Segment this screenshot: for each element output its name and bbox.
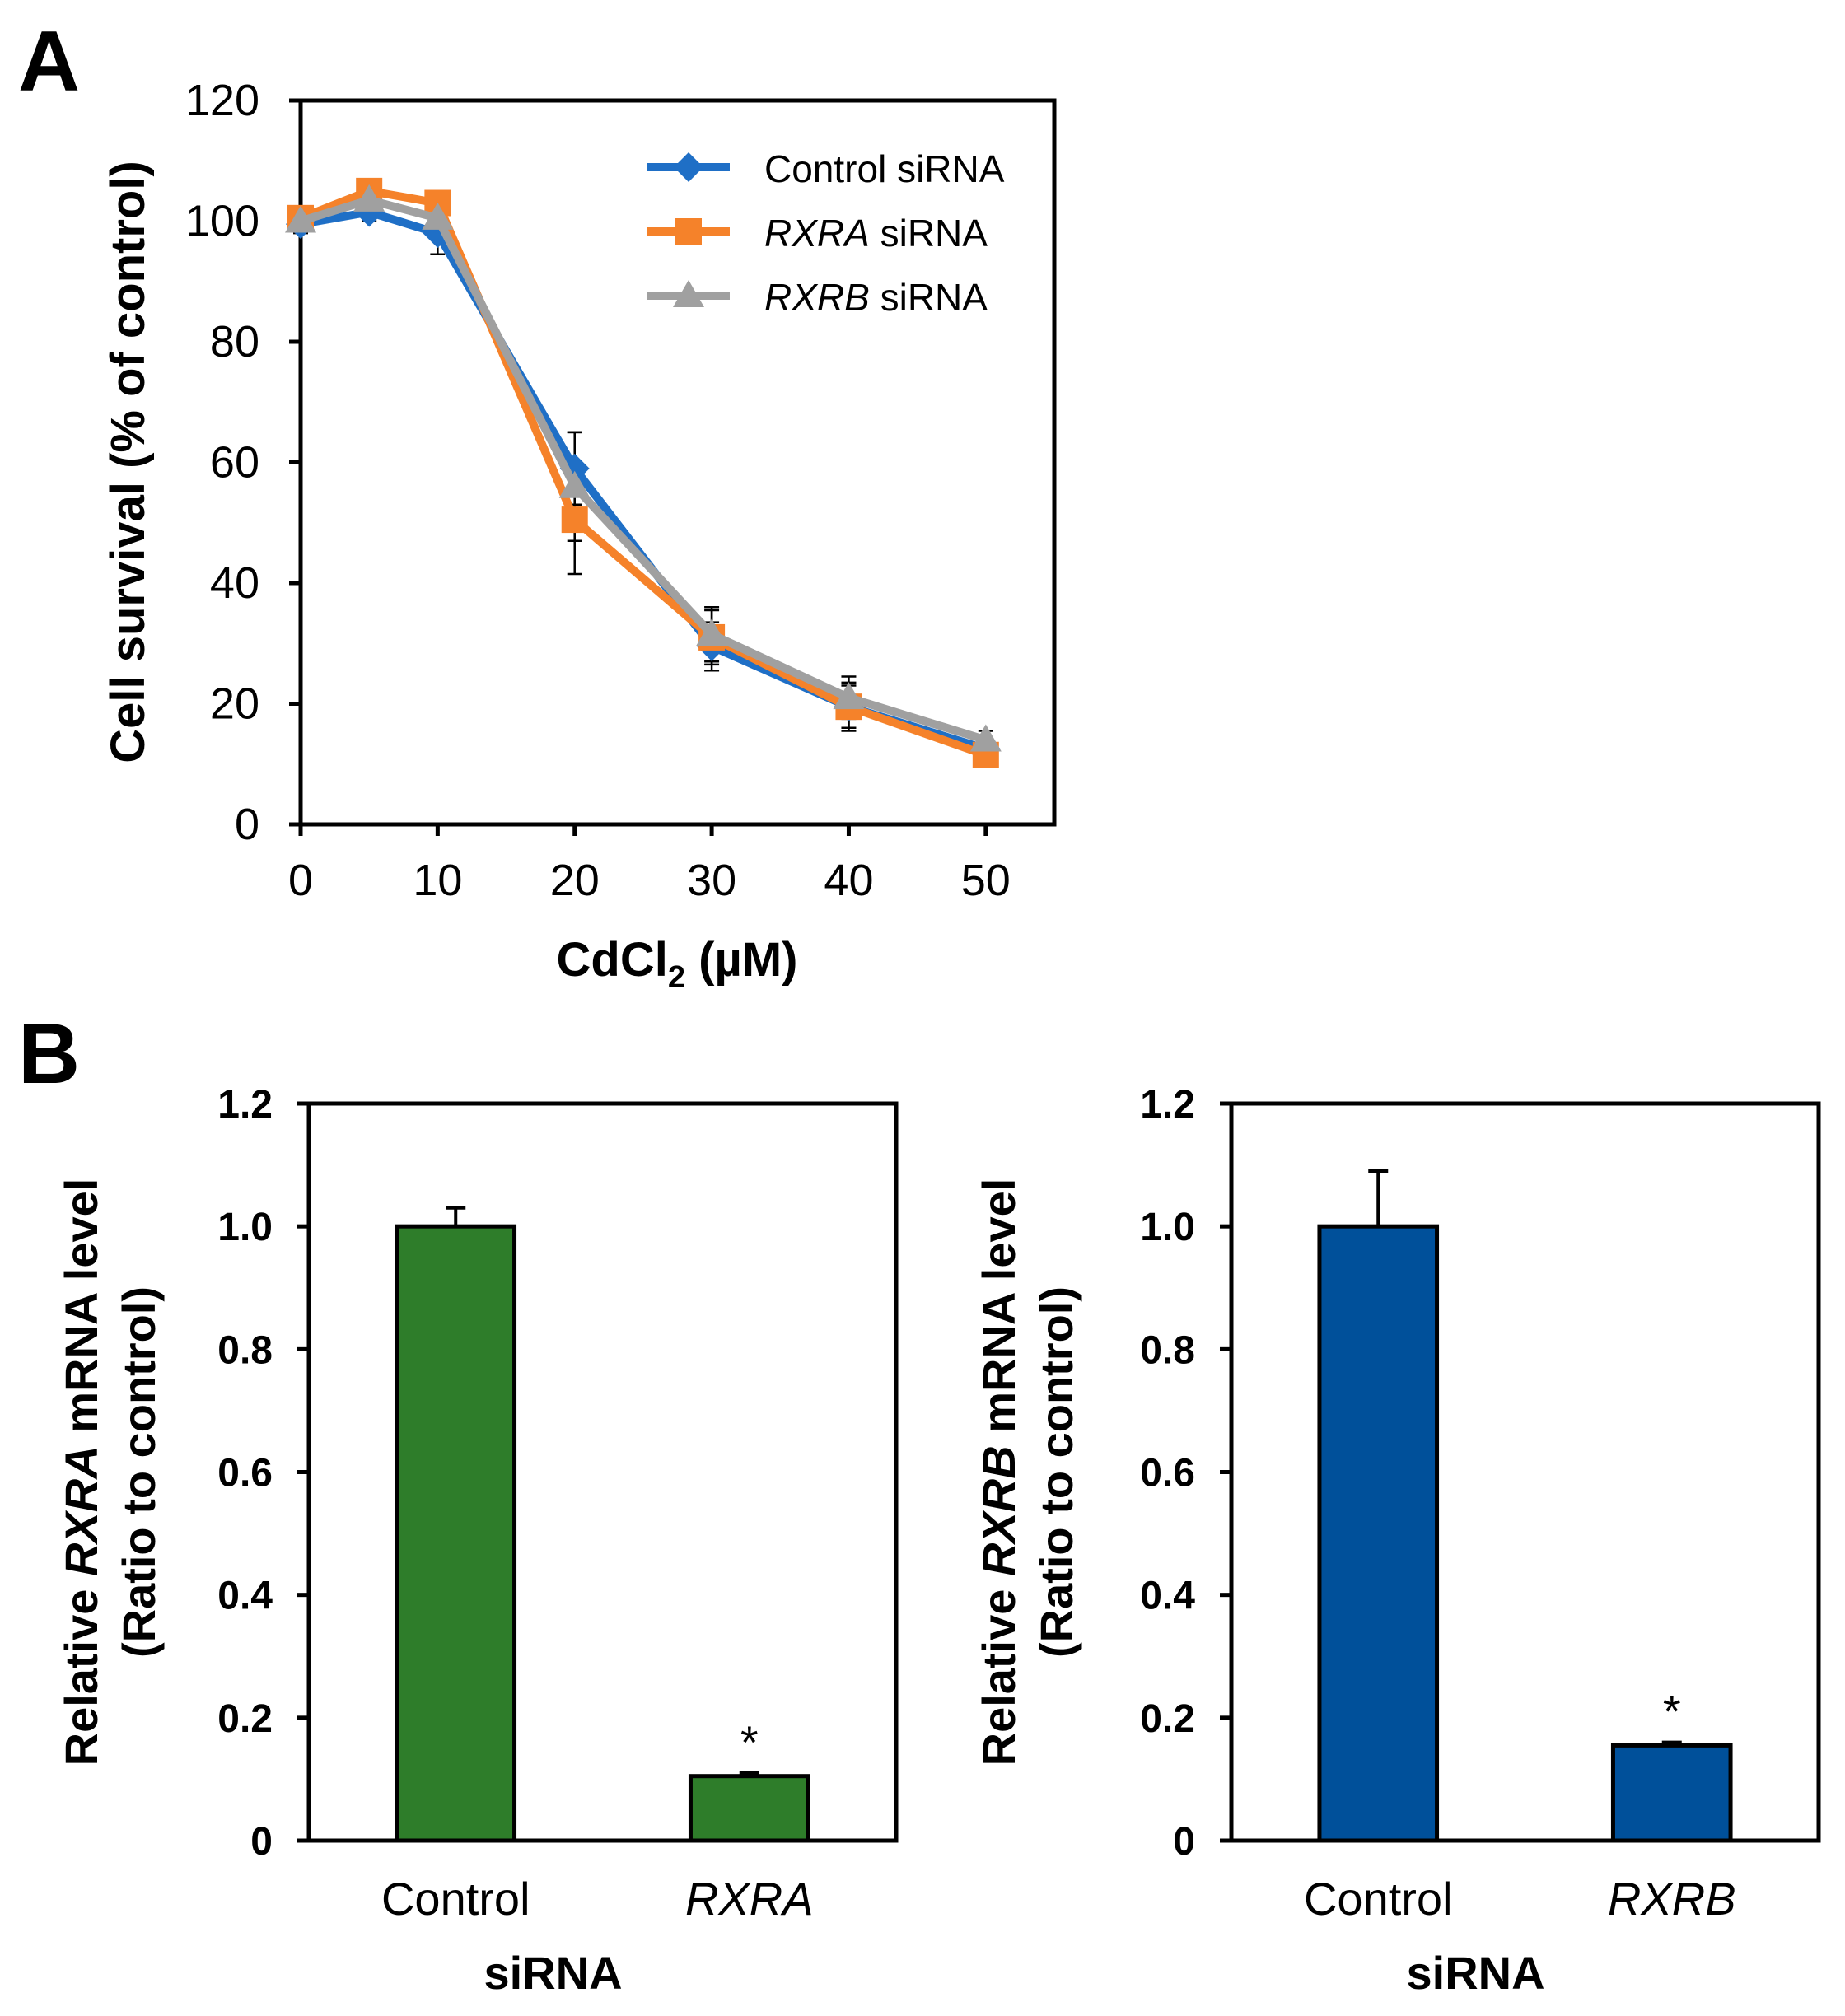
y-tick-label: 0.2 [217,1697,273,1741]
y-axis-label-post: mRNA level [55,1178,107,1446]
data-point [285,205,316,233]
y-axis-label-line2: (Ratio to control) [1030,1286,1082,1658]
y-axis-label-pre: Relative [973,1576,1025,1766]
y-tick-label: 100 [185,197,259,246]
bar-control [1317,1224,1440,1843]
legend-swatch-marker [673,280,704,307]
data-point [969,724,1002,752]
chart-a-survival: 0 20 40 60 80 100 120 0 10 20 30 40 50 Cell survival … [101,76,1057,995]
x-axis-label-subscript: 2 [668,960,685,995]
legend-entry-italic: RXRB [764,276,870,319]
y-axis-label-gene: RXRA [55,1445,107,1576]
x-tick-label: 10 [413,856,462,905]
x-tick-label: 0 [288,856,313,905]
legend-entry-text: Control siRNA [764,147,1005,190]
significance-marker: * [740,1716,759,1768]
y-tick-label: 1.0 [217,1206,273,1249]
x-axis-label: siRNA [483,1947,622,1999]
data-point [696,618,728,646]
data-point [833,682,865,710]
x-axis-label-unit: (µM) [685,933,797,987]
x-axis-label-main: CdCl [557,933,668,987]
y-tick-label: 40 [210,558,259,608]
y-tick-label: 60 [210,438,259,488]
x-tick-label: 40 [824,856,873,905]
legend-swatch-marker [674,152,703,182]
y-tick-label: 1.2 [1140,1083,1195,1127]
chart-b-rxrb: 0 0.2 0.4 0.6 0.8 1.0 1.2 Control * RXRB siRNA Rela… [973,1083,1821,1999]
y-tick-label: 120 [185,76,259,125]
y-tick-label: 20 [210,679,259,729]
y-tick-label: 0.4 [1140,1575,1195,1618]
y-tick-label: 0.6 [1140,1452,1195,1496]
y-tick-label: 0.4 [217,1575,273,1618]
y-axis-label-line1: Relative RXRB mRNA level [973,1178,1025,1766]
y-axis-label-post: mRNA level [973,1178,1025,1446]
legend-entry-text: siRNA [870,276,988,319]
legend-entry: RXRA siRNA [764,212,988,254]
y-axis-label-gene: RXRB [973,1445,1025,1576]
y-axis-label-line2: (Ratio to control) [113,1286,165,1658]
x-tick-label: 50 [961,856,1011,905]
x-category-label: RXRB [1608,1873,1736,1925]
x-category-label: RXRA [685,1873,814,1925]
x-tick-label: 20 [550,856,600,905]
y-tick-label: 0.2 [1140,1697,1195,1741]
bar-rxra [688,1774,810,1843]
y-tick-label: 0.6 [217,1452,273,1496]
chart-b-rxra: 0 0.2 0.4 0.6 0.8 1.0 1.2 Control * RXRA siRNA Rela… [55,1083,899,1999]
y-tick-label: 0.8 [217,1328,273,1372]
panel-b-label: B [18,1006,80,1102]
x-tick-label: 30 [687,856,736,905]
bar-control [395,1224,517,1843]
x-axis-label: CdCl2 (µM) [557,933,798,995]
significance-marker: * [1663,1686,1681,1738]
y-axis-label-line1: Relative RXRA mRNA level [55,1178,107,1766]
y-tick-label: 1.0 [1140,1206,1195,1249]
y-axis-label-pre: Relative [55,1576,107,1766]
y-tick-label: 0.8 [1140,1328,1195,1372]
y-tick-label: 0 [1173,1820,1195,1864]
data-point [354,197,385,227]
x-category-label: Control [1304,1873,1453,1925]
y-tick-label: 0 [235,800,259,849]
legend-swatch-marker [675,218,702,245]
x-category-label: Control [381,1873,530,1925]
data-point [353,184,385,212]
legend-entry: RXRB siRNA [764,276,988,319]
legend-entry-italic: RXRA [764,212,870,254]
y-tick-label: 0 [250,1820,273,1864]
data-point [561,506,588,534]
data-point [558,470,591,498]
y-axis-label: Cell survival (% of control) [101,161,155,763]
x-axis-label: siRNA [1406,1947,1544,1999]
data-point [422,202,454,230]
bar-rxrb [1610,1743,1733,1843]
legend-entry-text: siRNA [870,212,988,254]
y-tick-label: 1.2 [217,1083,273,1127]
y-tick-label: 80 [210,317,259,366]
legend-entry: Control siRNA [764,147,1005,190]
panel-a-label: A [18,14,80,110]
